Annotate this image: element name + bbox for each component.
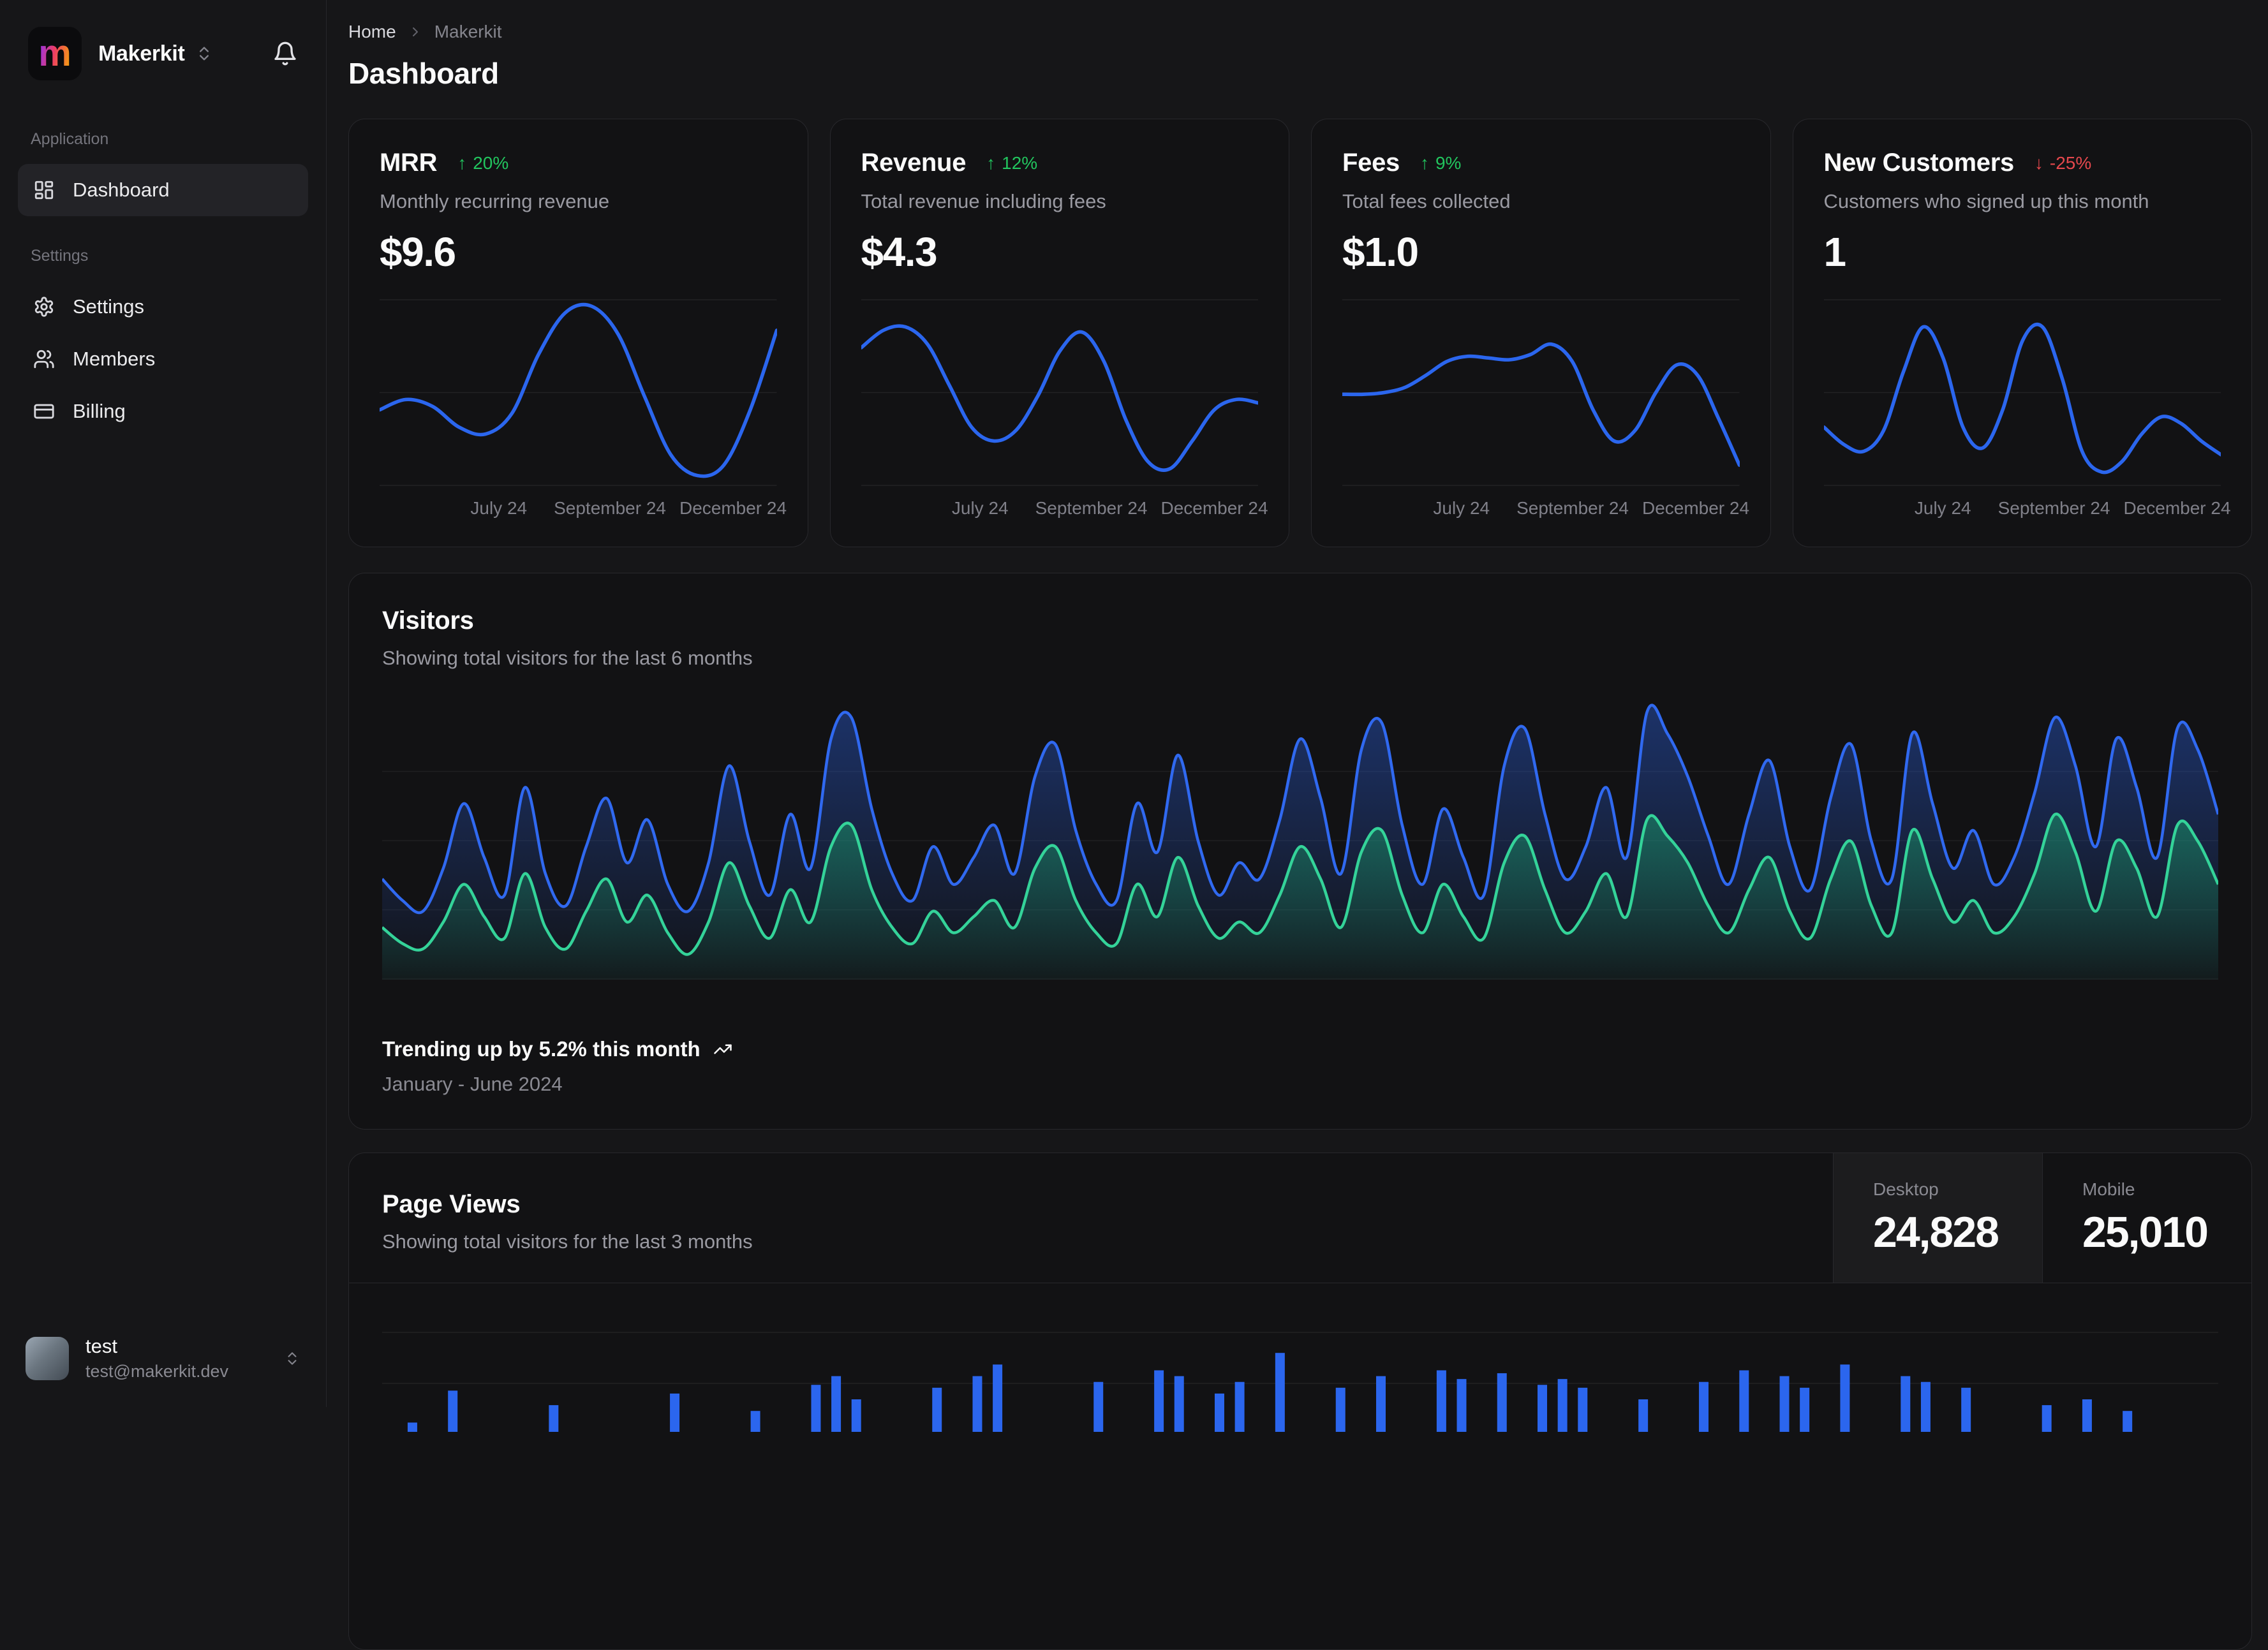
sidebar-item-label: Billing xyxy=(73,400,126,423)
stat-card-description: Customers who signed up this month xyxy=(1824,190,2221,213)
stat-card-description: Monthly recurring revenue xyxy=(380,190,777,213)
breadcrumb-home-link[interactable]: Home xyxy=(348,22,396,42)
arrow-up-icon: ↑ xyxy=(457,153,466,173)
visitors-area-chart xyxy=(382,703,2218,980)
stat-card-revenue: Revenue ↑12% Total revenue including fee… xyxy=(830,119,1290,547)
chevrons-up-down-icon xyxy=(284,1350,300,1367)
arrow-up-icon: ↑ xyxy=(1420,153,1429,173)
breadcrumb: Home Makerkit xyxy=(348,22,2252,42)
visitors-panel: Visitors Showing total visitors for the … xyxy=(348,573,2252,1130)
sidebar-item-members[interactable]: Members xyxy=(18,333,308,385)
stat-card-value: 1 xyxy=(1824,228,2221,276)
stat-card-value: $1.0 xyxy=(1342,228,1740,276)
user-email: test@makerkit.dev xyxy=(85,1362,228,1381)
page-views-description: Showing total visitors for the last 3 mo… xyxy=(382,1230,1800,1253)
nav-section-label: Application xyxy=(18,130,308,149)
trend-badge: ↓-25% xyxy=(2035,153,2091,173)
page-title: Dashboard xyxy=(348,56,2252,91)
stat-card-mrr: MRR ↑20% Monthly recurring revenue $9.6 … xyxy=(348,119,808,547)
visitors-footer: Trending up by 5.2% this month January -… xyxy=(382,1037,2218,1096)
sidebar: m Makerkit Application Dashboard Setting… xyxy=(0,0,327,1407)
chevrons-up-down-icon xyxy=(195,45,213,63)
new-customers-line-chart xyxy=(1824,298,2221,487)
device-toggles: Desktop 24,828 Mobile 25,010 xyxy=(1833,1153,2251,1283)
arrow-up-icon: ↑ xyxy=(986,153,995,173)
revenue-line-chart xyxy=(861,298,1259,487)
page-views-title: Page Views xyxy=(382,1190,1800,1219)
user-avatar xyxy=(26,1337,69,1380)
users-icon xyxy=(33,348,55,370)
sidebar-item-billing[interactable]: Billing xyxy=(18,385,308,438)
fees-line-chart xyxy=(1342,298,1740,487)
gear-icon xyxy=(33,296,55,318)
main-content: Home Makerkit Dashboard MRR ↑20% Monthly… xyxy=(327,0,2268,1407)
toggle-label: Desktop xyxy=(1873,1179,2042,1200)
sidebar-header: m Makerkit xyxy=(0,0,326,99)
stat-card-fees: Fees ↑9% Total fees collected $1.0 July … xyxy=(1311,119,1771,547)
x-axis-labels: July 24 September 24 December 24 xyxy=(1824,498,2221,525)
toggle-label: Mobile xyxy=(2082,1179,2251,1200)
workspace-selector[interactable]: Makerkit xyxy=(98,41,213,66)
mrr-line-chart xyxy=(380,298,777,487)
toggle-value: 25,010 xyxy=(2082,1207,2251,1257)
x-axis-labels: July 24 September 24 December 24 xyxy=(380,498,777,525)
chevron-right-icon xyxy=(408,24,423,40)
bell-icon[interactable] xyxy=(272,41,298,66)
stat-card-title: New Customers xyxy=(1824,149,2014,177)
visitors-title: Visitors xyxy=(382,607,2218,635)
trend-badge: ↑9% xyxy=(1420,153,1461,173)
stat-cards-row: MRR ↑20% Monthly recurring revenue $9.6 … xyxy=(348,119,2252,547)
toggle-mobile[interactable]: Mobile 25,010 xyxy=(2042,1153,2251,1283)
stat-card-value: $9.6 xyxy=(380,228,777,276)
nav-section-label: Settings xyxy=(18,247,308,265)
stat-card-title: Fees xyxy=(1342,149,1400,177)
credit-card-icon xyxy=(33,401,55,422)
sidebar-item-settings[interactable]: Settings xyxy=(18,281,308,333)
arrow-down-icon: ↓ xyxy=(2035,153,2043,173)
user-menu[interactable]: test test@makerkit.dev xyxy=(0,1316,326,1407)
visitors-description: Showing total visitors for the last 6 mo… xyxy=(382,647,2218,670)
trend-badge: ↑12% xyxy=(986,153,1037,173)
stat-card-new-customers: New Customers ↓-25% Customers who signed… xyxy=(1793,119,2253,547)
stat-card-title: MRR xyxy=(380,149,437,177)
toggle-value: 24,828 xyxy=(1873,1207,2042,1257)
x-axis-labels: July 24 September 24 December 24 xyxy=(861,498,1259,525)
visitors-trend-text: Trending up by 5.2% this month xyxy=(382,1037,700,1061)
page-views-panel: Page Views Showing total visitors for th… xyxy=(348,1153,2252,1650)
makerkit-logo: m xyxy=(28,27,82,80)
sidebar-item-label: Settings xyxy=(73,295,144,318)
sidebar-nav: Application Dashboard Settings Settings … xyxy=(0,99,326,438)
sidebar-item-label: Dashboard xyxy=(73,179,170,202)
visitors-date-range: January - June 2024 xyxy=(382,1073,2218,1096)
x-axis-labels: July 24 September 24 December 24 xyxy=(1342,498,1740,525)
stat-card-value: $4.3 xyxy=(861,228,1259,276)
sidebar-item-dashboard[interactable]: Dashboard xyxy=(18,164,308,216)
toggle-desktop[interactable]: Desktop 24,828 xyxy=(1833,1153,2042,1283)
brand-name: Makerkit xyxy=(98,41,185,66)
user-name: test xyxy=(85,1335,228,1358)
trend-badge: ↑20% xyxy=(457,153,508,173)
breadcrumb-current: Makerkit xyxy=(434,22,502,42)
trending-up-icon xyxy=(713,1040,732,1059)
page-views-bar-chart xyxy=(382,1283,2218,1432)
stat-card-description: Total revenue including fees xyxy=(861,190,1259,213)
page-views-header: Page Views Showing total visitors for th… xyxy=(349,1153,2251,1283)
stat-card-description: Total fees collected xyxy=(1342,190,1740,213)
sidebar-item-label: Members xyxy=(73,348,155,371)
stat-card-title: Revenue xyxy=(861,149,967,177)
dashboard-grid-icon xyxy=(33,179,55,201)
